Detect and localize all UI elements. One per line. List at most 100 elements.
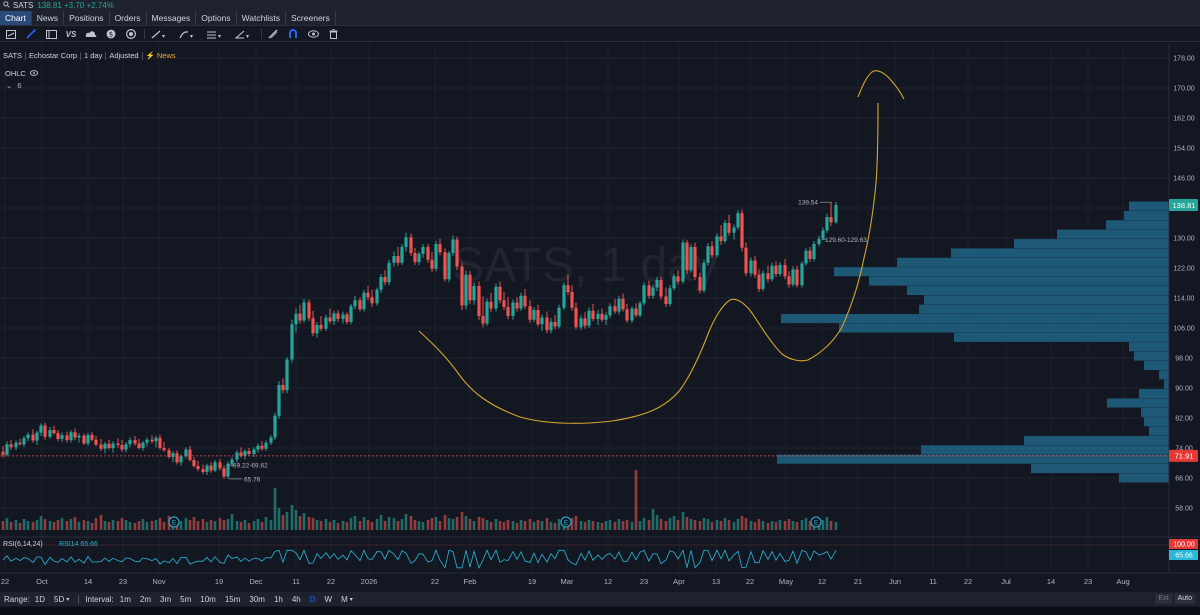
interval-dropdown-icon[interactable]: ▾ <box>349 596 353 603</box>
tab-screeners[interactable]: Screeners <box>286 11 336 25</box>
candle <box>366 286 370 301</box>
search-icon[interactable] <box>3 1 10 10</box>
legend-collapse[interactable]: ⌄ 6 <box>6 81 22 90</box>
volume-bar <box>285 512 289 530</box>
handle-curve-drawing[interactable] <box>857 70 905 100</box>
volume-bar <box>14 520 18 530</box>
price-axis-tick: 146.00 <box>1173 176 1195 183</box>
news-icon[interactable]: ⚡ <box>145 51 155 60</box>
visibility-eye-icon[interactable] <box>29 69 39 78</box>
candle-body <box>808 250 812 259</box>
brush-icon[interactable] <box>266 28 280 40</box>
volume-bar <box>426 520 430 530</box>
dollar-icon[interactable]: $ <box>104 28 118 40</box>
candle <box>362 289 366 312</box>
angle-tool-icon[interactable]: ▾ <box>233 28 255 40</box>
interval-1h[interactable]: 1h <box>273 594 283 604</box>
candle-body <box>672 276 676 289</box>
candle-body <box>332 313 336 322</box>
interval-w[interactable]: W <box>324 594 333 604</box>
interval-10m[interactable]: 10m <box>200 594 216 604</box>
svg-text:$: $ <box>109 31 113 39</box>
volume-bar <box>26 521 30 530</box>
earnings-marker-icon[interactable]: E <box>560 516 572 528</box>
volume-profile-bar <box>1141 407 1169 417</box>
time-axis-label: 23 <box>1084 577 1092 586</box>
interval-2m[interactable]: 2m <box>139 594 151 604</box>
volume-bar <box>362 517 366 530</box>
candle-body <box>579 318 583 328</box>
candle-body <box>94 439 98 445</box>
range-5d[interactable]: 5D <box>54 594 65 604</box>
candle <box>821 227 825 240</box>
candle-body <box>162 448 166 451</box>
candle <box>489 292 493 313</box>
candle <box>409 233 413 256</box>
indicators-icon[interactable] <box>44 28 58 40</box>
legend-symbol[interactable]: SATS <box>3 51 23 60</box>
candle-body <box>383 277 387 283</box>
chevron-down-icon[interactable]: ⌄ <box>6 81 13 90</box>
interval-3m[interactable]: 3m <box>160 594 172 604</box>
candle <box>188 445 192 462</box>
candle <box>65 431 69 443</box>
ext-toggle[interactable]: Ext <box>1155 594 1172 604</box>
range-1d[interactable]: 1D <box>34 594 46 604</box>
volume-bar <box>655 515 659 530</box>
chart-type-icon[interactable] <box>4 28 18 40</box>
volume-profile-bar <box>1107 398 1169 408</box>
trash-icon[interactable] <box>326 28 340 40</box>
range-dropdown-icon[interactable]: ▾ <box>66 596 70 603</box>
price-axis-tick: 130.00 <box>1173 236 1195 243</box>
earnings-marker-icon[interactable]: E <box>810 516 822 528</box>
candle-body <box>761 273 765 289</box>
cloud-icon[interactable] <box>84 28 98 40</box>
legend-adjusted[interactable]: Adjusted <box>109 51 139 60</box>
candle <box>26 432 30 442</box>
tab-orders[interactable]: Orders <box>110 11 147 25</box>
tab-options[interactable]: Options <box>196 11 237 25</box>
legend-interval[interactable]: 1 day <box>83 51 103 60</box>
candle-body <box>294 313 298 325</box>
cup-and-handle-drawing[interactable] <box>418 102 879 424</box>
candle-body <box>145 439 149 443</box>
draw-pen-icon[interactable] <box>24 28 38 40</box>
trendline-tool-icon[interactable]: ▾ <box>149 28 171 40</box>
interval-4h[interactable]: 4h <box>291 594 301 604</box>
volume-bar <box>213 521 217 530</box>
candle-body <box>825 217 829 231</box>
interval-5m[interactable]: 5m <box>180 594 192 604</box>
magnet-icon[interactable] <box>286 28 300 40</box>
interval-m[interactable]: M <box>341 594 348 604</box>
tab-chart[interactable]: Chart <box>0 11 32 25</box>
candle <box>120 439 124 452</box>
volume-bar <box>795 522 799 530</box>
auto-toggle[interactable]: Auto <box>1174 594 1195 604</box>
candle <box>659 277 663 300</box>
volume-bar <box>583 522 587 530</box>
title-bar: SATS 138.81 +3.70 +2.74% <box>0 0 1200 11</box>
candle <box>596 310 600 325</box>
tab-messages[interactable]: Messages <box>147 11 197 25</box>
compare-vs-icon[interactable]: VS <box>65 29 77 39</box>
eye-icon[interactable] <box>306 28 320 40</box>
interval-1m[interactable]: 1m <box>119 594 131 604</box>
tab-watchlists[interactable]: Watchlists <box>237 11 287 25</box>
earnings-marker-icon[interactable]: E <box>168 516 180 528</box>
tab-news[interactable]: News <box>32 11 65 25</box>
candle-body <box>685 242 689 271</box>
interval-30m[interactable]: 30m <box>249 594 265 604</box>
interval-15m[interactable]: 15m <box>224 594 241 604</box>
candle <box>672 274 676 291</box>
lines-tool-icon[interactable]: ▾ <box>205 28 227 40</box>
candle <box>417 251 421 265</box>
candle-body <box>218 462 222 469</box>
interval-d[interactable]: D <box>309 594 316 604</box>
tab-positions[interactable]: Positions <box>64 11 110 25</box>
fib-tool-icon[interactable]: ▾ <box>177 28 199 40</box>
legend-news[interactable]: News <box>156 51 176 60</box>
volume-bar <box>69 519 73 530</box>
coin-icon[interactable] <box>124 28 138 40</box>
